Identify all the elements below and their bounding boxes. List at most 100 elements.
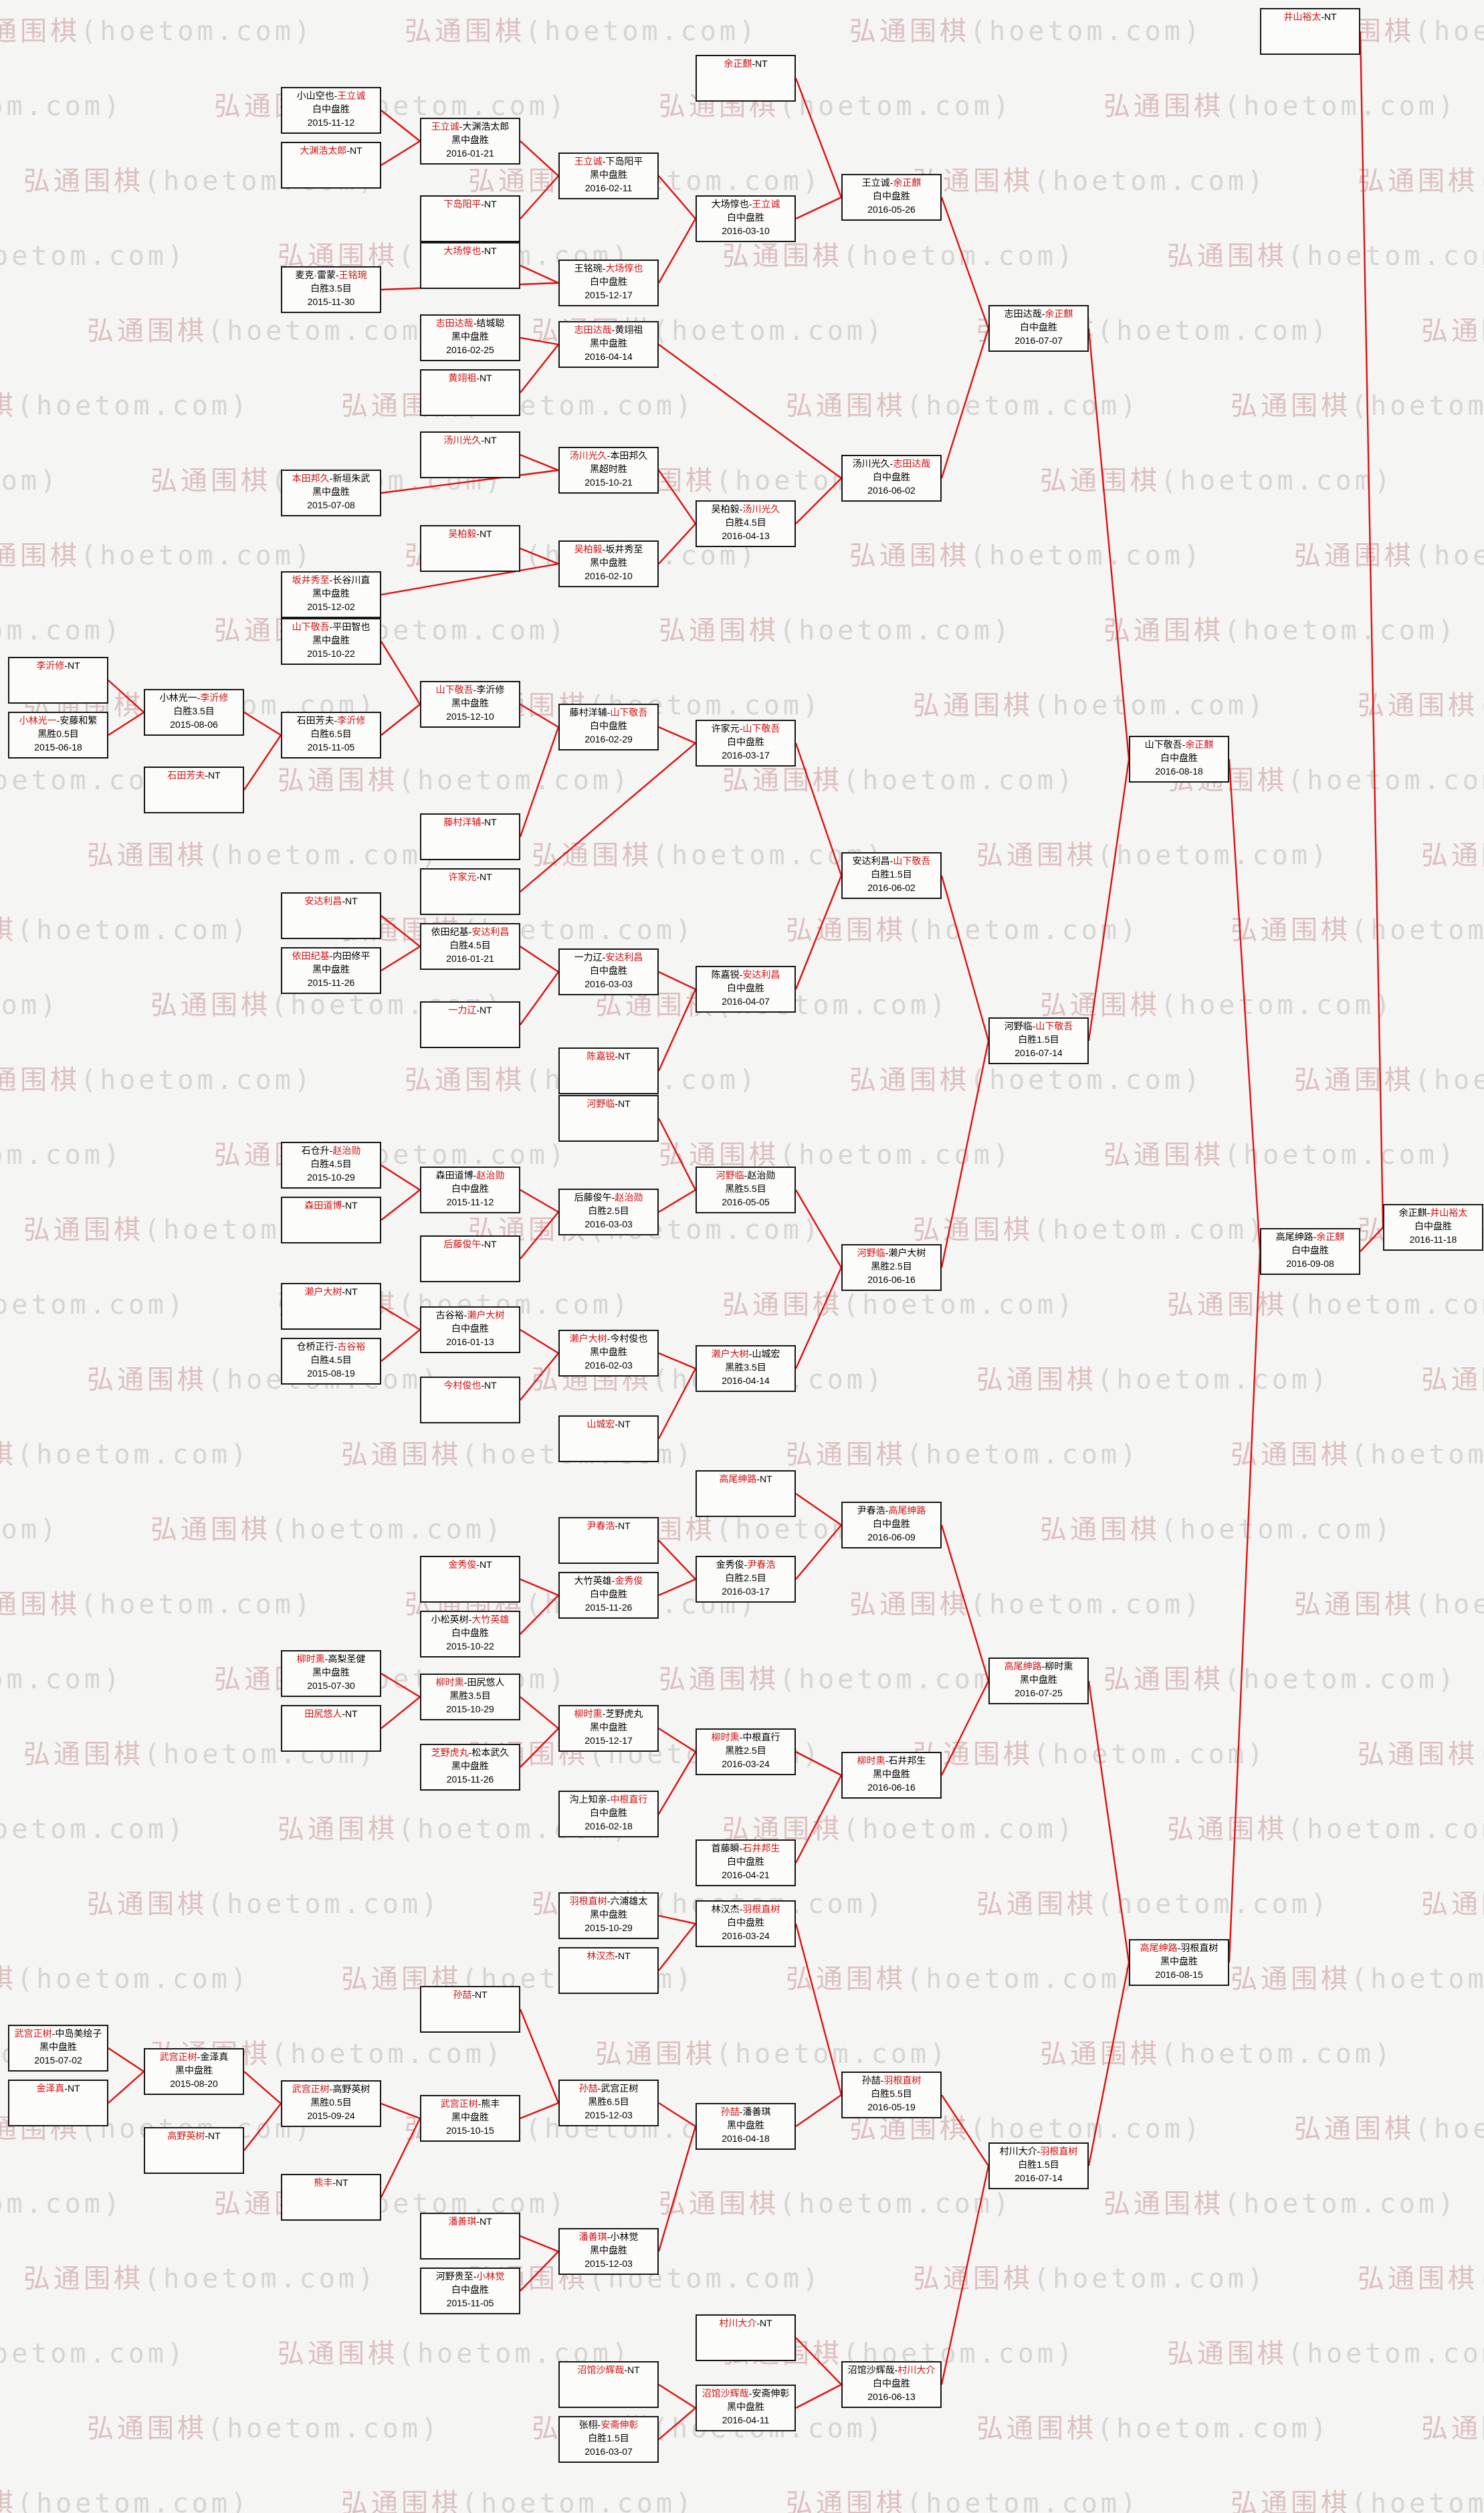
match-result-box: 张栩-安斋伸彰 白胜1.5目 2016-03-07: [558, 2416, 659, 2463]
winner-name: 石田芳夫: [167, 770, 205, 781]
game-result: 白胜1.5目: [588, 2432, 629, 2443]
bracket-connector-line: [658, 971, 696, 991]
bracket-connector-line: [1360, 1227, 1384, 1252]
watermark-tile: 弘通围棋(hoetom.com): [786, 1964, 1140, 1995]
match-pairing: 藤村洋辅-NT: [421, 816, 519, 829]
winner-name: 汤川光久: [443, 435, 482, 445]
seed-tag: NT: [208, 2130, 221, 2141]
game-result: 黑中盘胜: [451, 330, 489, 342]
player-name: 武宫正树: [601, 2083, 639, 2094]
match-pairing: 许家元-NT: [421, 871, 519, 884]
game-date: 2016-04-21: [722, 1869, 770, 1880]
player-name: 结城聪: [476, 318, 505, 328]
game-date: 2015-10-22: [446, 1640, 494, 1651]
game-result: 白中盘胜: [873, 190, 910, 201]
player-name: 石田芳夫: [296, 715, 334, 726]
match-pairing: 后藤俊午-NT: [421, 1238, 519, 1251]
player-seed-box: 吴柏毅-NT: [420, 525, 520, 572]
match-result-box: 古谷裕-濑户大树 白中盘胜 2016-01-13: [420, 1306, 520, 1353]
match-pairing: 石田芳夫-李沂修: [282, 714, 380, 728]
pairing-dash: -: [744, 1559, 748, 1570]
match-pairing: 山下敬吾-平田智也: [282, 621, 380, 634]
watermark-tile: 弘通围棋(hoetom.com): [87, 316, 441, 346]
game-date: 2016-04-11: [722, 2414, 770, 2425]
watermark-tile: 弘通围棋(hoetom.com): [722, 765, 1076, 796]
watermark-tile: 弘通围棋(hoetom.com): [786, 391, 1140, 421]
match-pairing: 志田达哉-结城聪: [421, 317, 519, 330]
winner-name: 山下敬吾: [435, 684, 473, 695]
winner-name: 坂井秀至: [292, 575, 330, 585]
player-name: 王立诚: [861, 177, 890, 188]
pairing-dash: -: [476, 373, 480, 383]
winner-name: 古谷裕: [337, 1341, 366, 1352]
winner-name: 井山裕太: [1430, 1207, 1468, 1218]
match-pairing: 大场惇也-NT: [421, 245, 519, 258]
game-date: 2015-10-29: [307, 1171, 355, 1183]
seed-tag: NT: [350, 145, 362, 156]
bracket-connector-line: [520, 1211, 559, 1260]
winner-name: 依田纪基: [292, 950, 330, 961]
bracket-connector-line: [940, 875, 990, 1041]
game-date: 2016-01-13: [446, 1336, 494, 1347]
game-result: 白中盘胜: [873, 1518, 910, 1529]
match-pairing: 大渊浩太郎-NT: [282, 144, 380, 158]
match-result-box: 石田芳夫-李沂修 白胜6.5目 2015-11-05: [281, 712, 381, 759]
player-seed-box: 熊丰-NT: [281, 2174, 381, 2221]
watermark-tile: 弘通围棋(hoetom.com): [1040, 2039, 1394, 2070]
bracket-connector-line: [520, 946, 559, 973]
player-name: 金秀俊: [716, 1559, 744, 1570]
winner-name: 柳时熏: [711, 1732, 740, 1742]
match-result-box: 尹春浩-高尾绅路 白中盘胜 2016-06-09: [841, 1502, 942, 1548]
watermark-tile: 弘通围棋(hoetom.com): [1231, 2488, 1484, 2513]
pairing-dash: -: [468, 1614, 472, 1625]
game-date: 2015-11-12: [446, 1196, 494, 1207]
match-pairing: 大场惇也-王立诚: [697, 198, 794, 211]
game-date: 2015-07-08: [307, 499, 355, 510]
watermark-tile: 弘通围棋(hoetom.com): [1358, 1739, 1484, 1770]
player-name: 王铭琬: [574, 263, 603, 274]
watermark-tile: 弘通围棋(hoetom.com): [1231, 1439, 1484, 1470]
pairing-dash: -: [1177, 1942, 1181, 1953]
game-date: 2016-06-02: [867, 882, 916, 893]
match-result-box: 濑户大树-山城宏 黑胜3.5目 2016-04-14: [696, 1345, 796, 1392]
pairing-dash: -: [880, 2075, 884, 2086]
watermark-tile: 弘通围棋(hoetom.com): [0, 2338, 187, 2369]
pairing-dash: -: [615, 1520, 618, 1531]
winner-name: 河野临: [587, 1098, 615, 1109]
game-result: 黑中盘胜: [451, 134, 489, 145]
pairing-dash: -: [607, 1794, 611, 1805]
player-name: 金泽真: [200, 2051, 229, 2062]
pairing-dash: -: [611, 1575, 615, 1586]
game-date: 2015-10-21: [585, 476, 633, 488]
watermark-tile: 弘通围棋(hoetom.com): [1421, 316, 1484, 346]
match-pairing: 村川大介-羽根直树: [990, 2145, 1087, 2158]
game-result: 白中盘胜: [590, 965, 627, 976]
match-result-box: 王立诚-大渊浩太郎 黑中盘胜 2016-01-21: [420, 118, 520, 165]
winner-name: 安达利昌: [471, 926, 510, 937]
winner-name: 王立诚: [337, 90, 366, 101]
game-result: 白中盘胜: [590, 720, 627, 731]
player-name: 小松英树: [431, 1614, 469, 1625]
match-pairing: 沼馆沙辉哉-NT: [560, 2364, 657, 2377]
match-result-box: 金秀俊-尹春浩 白胜2.5目 2016-03-17: [696, 1556, 796, 1603]
match-result-box: 柳时熏-高梨圣健 黑中盘胜 2015-07-30: [281, 1650, 381, 1697]
match-pairing: 依田纪基-内田修平: [282, 950, 380, 963]
match-pairing: 柳时熏-田尻悠人: [421, 1676, 519, 1690]
pairing-dash: -: [739, 723, 743, 734]
match-result-box: 石仓升-赵治勋 白胜4.5目 2015-10-29: [281, 1142, 381, 1189]
match-pairing: 石仓升-赵治勋: [282, 1144, 380, 1158]
game-date: 2016-06-16: [867, 1781, 916, 1793]
bracket-connector-line: [795, 2383, 842, 2409]
pairing-dash: -: [334, 90, 338, 101]
match-pairing: 潘善琪-NT: [421, 2215, 519, 2229]
bracket-connector-line: [794, 78, 843, 198]
bracket-connector-line: [519, 726, 560, 837]
game-date: 2015-10-29: [446, 1703, 494, 1714]
bracket-connector-line: [108, 680, 144, 713]
seed-tag: NT: [618, 1419, 631, 1429]
bracket-connector-line: [108, 711, 144, 736]
match-pairing: 高尾绅路-NT: [697, 1473, 794, 1486]
match-pairing: 汤川光久-本田邦久: [560, 449, 657, 463]
match-pairing: 柳时熏-中根直行: [697, 1731, 794, 1744]
